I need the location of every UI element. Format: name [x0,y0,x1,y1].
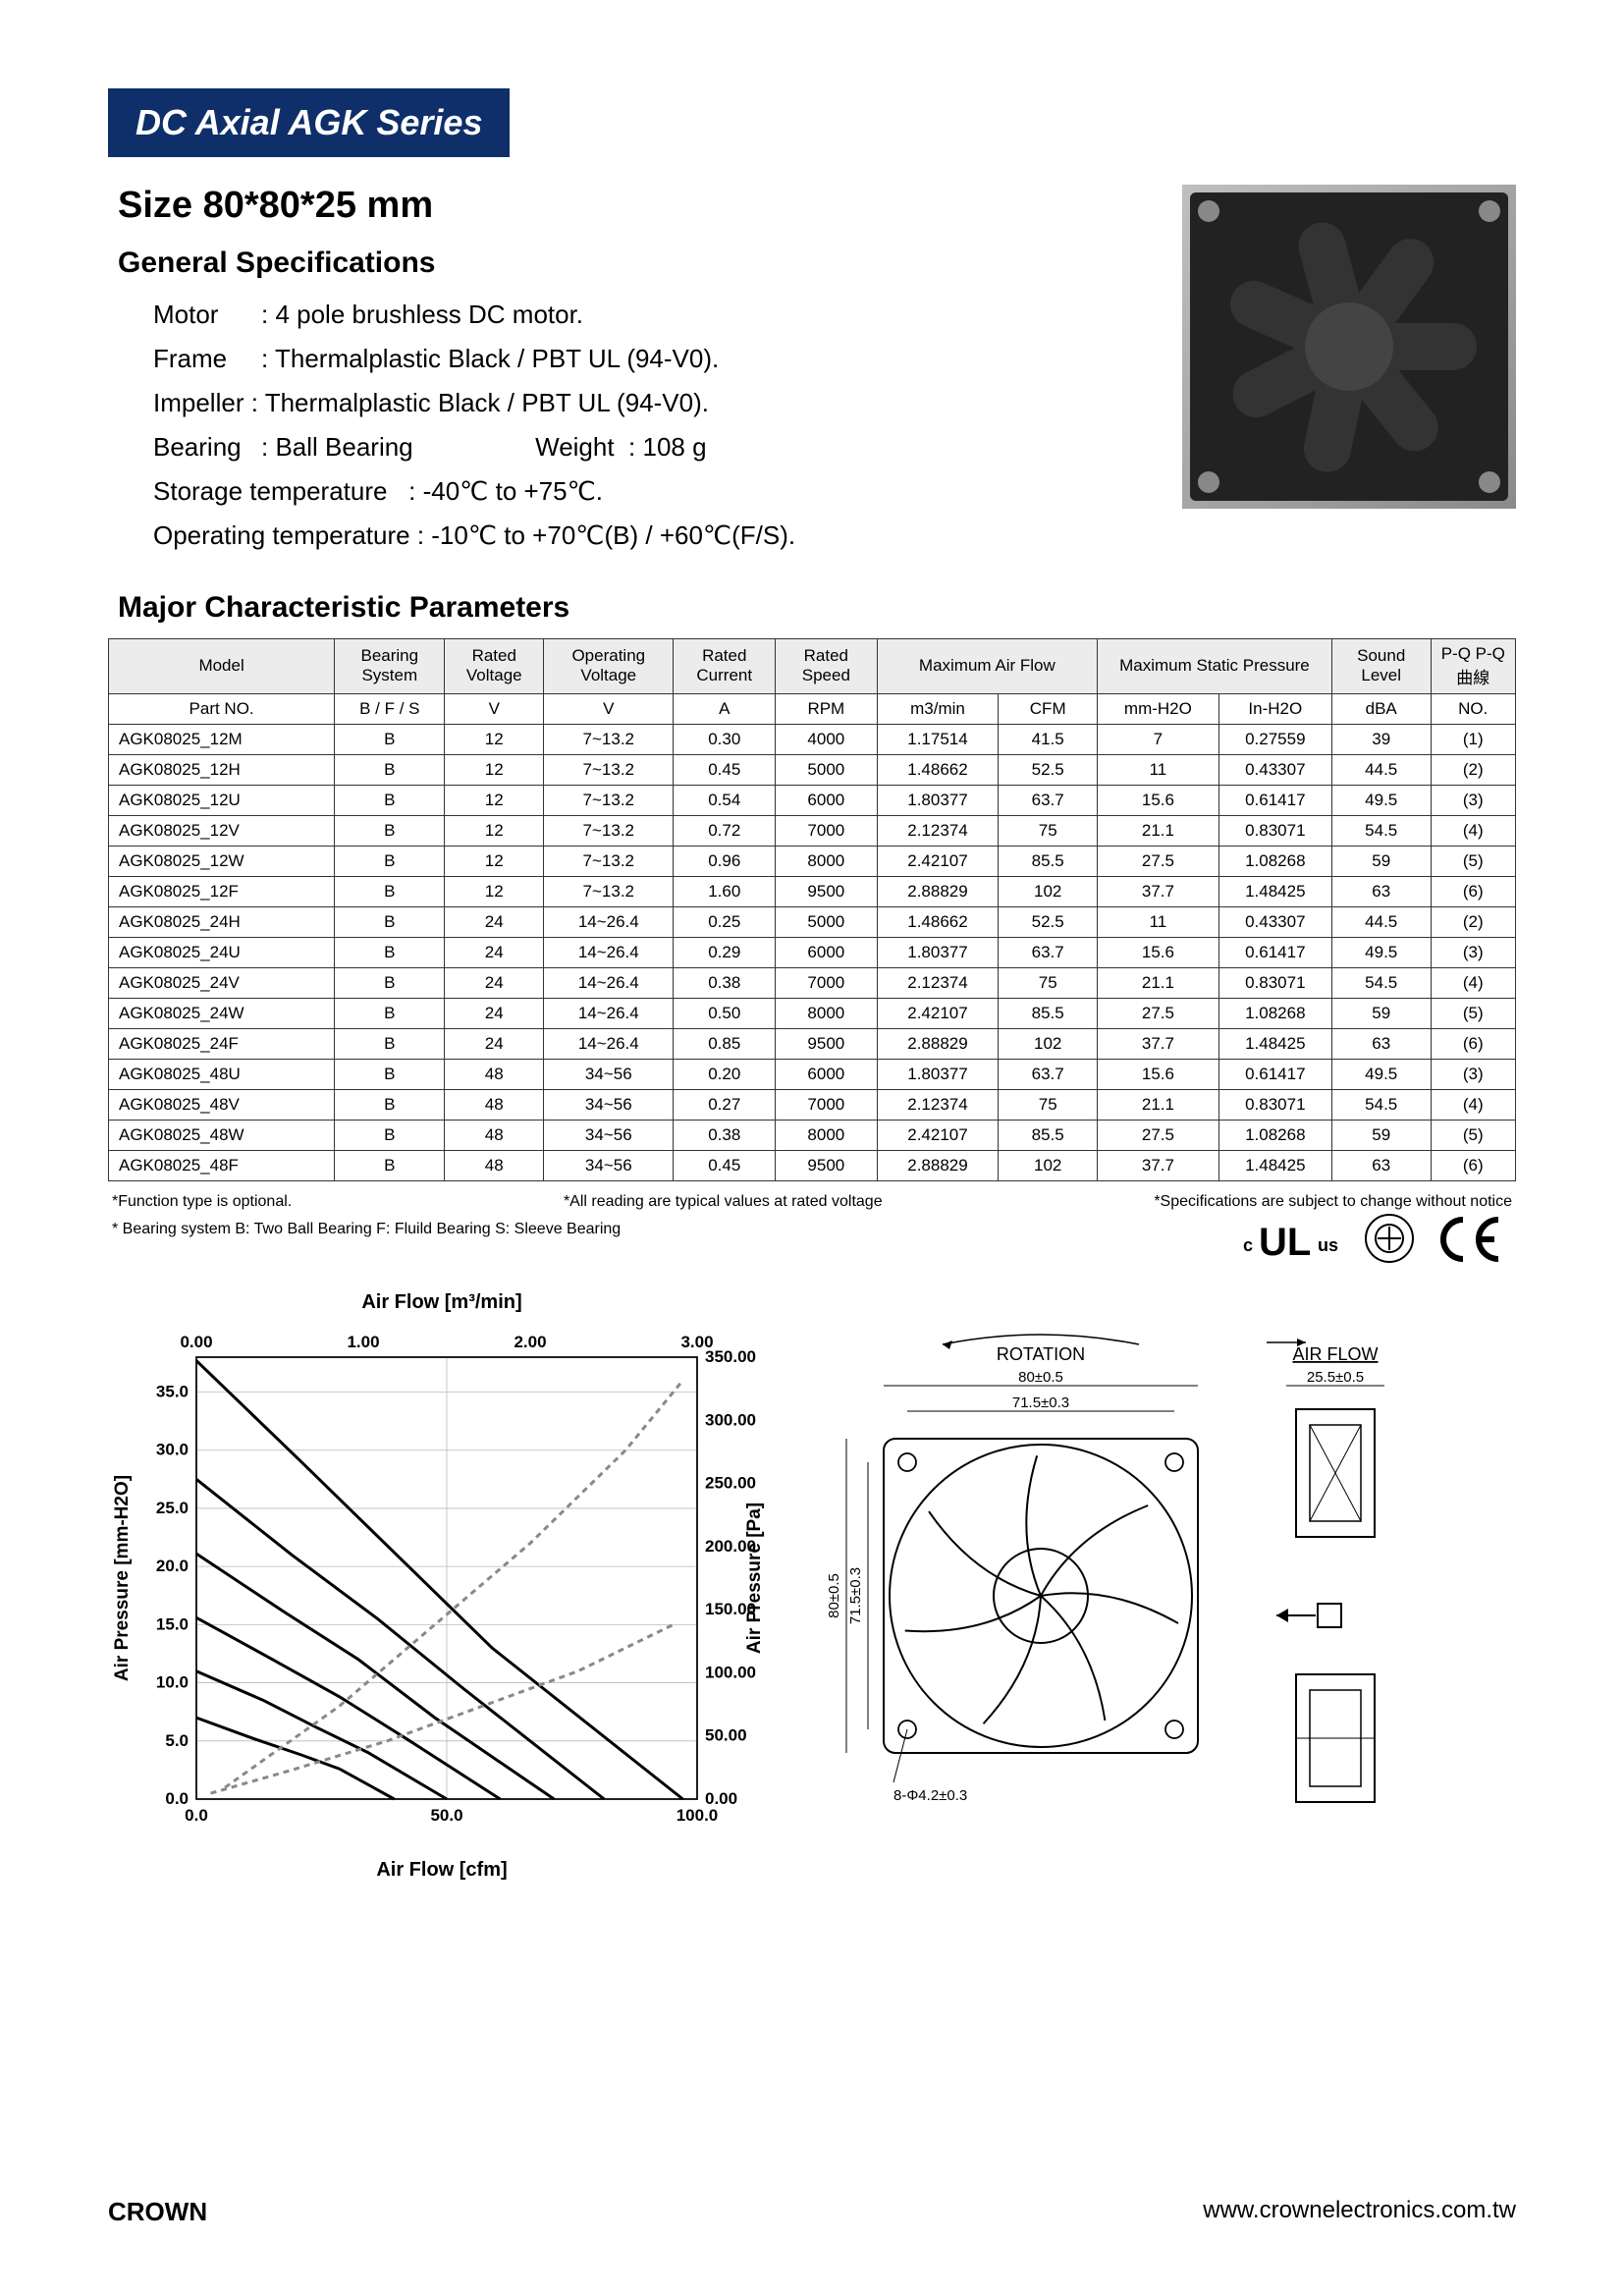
svg-text:2.00: 2.00 [514,1333,546,1351]
product-photo [1182,185,1516,509]
table-row: AGK08025_24UB2414~26.40.2960001.8037763.… [109,937,1516,967]
svg-text:250.00: 250.00 [705,1473,756,1492]
svg-text:5.0: 5.0 [165,1730,189,1749]
svg-text:Air Pressure [mm-H2O]: Air Pressure [mm-H2O] [112,1475,133,1681]
chart-bottom-title: Air Flow [cfm] [108,1859,776,1882]
svg-text:8-Φ4.2±0.3: 8-Φ4.2±0.3 [893,1787,967,1804]
spec-bearing: Bearing: Ball Bearing Weight : 108 g [153,430,1163,465]
general-heading: General Specifications [118,246,1163,280]
th2-9: In-H2O [1218,693,1331,724]
svg-text:100.00: 100.00 [705,1663,756,1681]
parameters-table: ModelBearing SystemRated VoltageOperatin… [108,638,1516,1181]
th-7: Maximum Static Pressure [1098,638,1332,693]
th2-4: A [674,693,776,724]
table-row: AGK08025_12VB127~13.20.7270002.123747521… [109,815,1516,846]
th2-8: mm-H2O [1098,693,1219,724]
table-row: AGK08025_24HB2414~26.40.2550001.4866252.… [109,906,1516,937]
th-5: Rated Speed [776,638,878,693]
th2-2: V [445,693,544,724]
note-3: *Specifications are subject to change wi… [1154,1193,1512,1211]
th2-11: NO. [1431,693,1515,724]
svg-text:1.00: 1.00 [347,1333,379,1351]
table-row: AGK08025_48WB4834~560.3880002.4210785.52… [109,1120,1516,1150]
table-row: AGK08025_12HB127~13.20.4550001.4866252.5… [109,754,1516,785]
pq-chart: Air Flow [m³/min] 0.0 5.0 10.0 15.0 20.0 25.0… [108,1291,776,1882]
spec-impeller: Impeller : Thermalplastic Black / PBT UL… [153,386,1163,420]
chart-top-title: Air Flow [m³/min] [108,1291,776,1314]
svg-text:0.00: 0.00 [180,1333,212,1351]
th-3: Operating Voltage [544,638,674,693]
svg-text:3.00: 3.00 [680,1333,713,1351]
table-row: AGK08025_48FB4834~560.4595002.8882910237… [109,1150,1516,1180]
svg-text:35.0: 35.0 [156,1382,189,1400]
svg-text:25.5±0.5: 25.5±0.5 [1307,1369,1364,1386]
th2-1: B / F / S [335,693,445,724]
notes-row: *Function type is optional. *All reading… [108,1193,1516,1211]
th-6: Maximum Air Flow [877,638,1097,693]
svg-text:300.00: 300.00 [705,1410,756,1429]
ce-icon [1437,1212,1506,1265]
table-row: AGK08025_12FB127~13.21.6095002.888291023… [109,876,1516,906]
th-1: Bearing System [335,638,445,693]
table-row: AGK08025_24VB2414~26.40.3870002.12374752… [109,967,1516,998]
svg-text:30.0: 30.0 [156,1440,189,1458]
th-4: Rated Current [674,638,776,693]
svg-text:80±0.5: 80±0.5 [1018,1369,1063,1386]
th-0: Model [109,638,335,693]
title-banner: DC Axial AGK Series [108,88,510,157]
svg-text:71.5±0.3: 71.5±0.3 [847,1566,864,1623]
svg-text:us: us [1318,1235,1338,1255]
svg-text:c: c [1243,1235,1253,1255]
th2-0: Part NO. [109,693,335,724]
note-1: *Function type is optional. [112,1193,292,1211]
table-row: AGK08025_12UB127~13.20.5460001.8037763.7… [109,785,1516,815]
th2-6: m3/min [877,693,999,724]
spec-motor: Motor: 4 pole brushless DC motor. [153,298,1163,332]
spec-storage: Storage temperature : -40℃ to +75℃. [153,474,1163,509]
th2-3: V [544,693,674,724]
brand-footer: CROWN [108,2197,207,2227]
th2-10: dBA [1331,693,1431,724]
spec-operating: Operating temperature : -10℃ to +70℃(B) … [153,519,1163,553]
size-title: Size 80*80*25 mm [118,185,1163,227]
ul-icon: c UL us [1243,1214,1341,1263]
mechanical-diagram: ROTATION 80±0.5 71.5±0.3 80±0.5 71.5±0.3 8-Φ4… [805,1321,1516,1882]
th-8: Sound Level [1331,638,1431,693]
url-footer: www.crownelectronics.com.tw [1203,2197,1516,2227]
table-row: AGK08025_12WB127~13.20.9680002.4210785.5… [109,846,1516,876]
svg-text:10.0: 10.0 [156,1672,189,1691]
svg-text:UL: UL [1259,1221,1311,1263]
svg-text:50.0: 50.0 [430,1806,462,1825]
th-2: Rated Voltage [445,638,544,693]
svg-text:71.5±0.3: 71.5±0.3 [1012,1394,1069,1411]
svg-text:25.0: 25.0 [156,1499,189,1517]
svg-text:AIR FLOW: AIR FLOW [1292,1344,1378,1364]
table-row: AGK08025_24FB2414~26.40.8595002.88829102… [109,1028,1516,1059]
svg-text:20.0: 20.0 [156,1557,189,1575]
th2-7: CFM [999,693,1098,724]
th-9: P-Q P-Q曲線 [1431,638,1515,693]
table-row: AGK08025_48UB4834~560.2060001.8037763.71… [109,1059,1516,1089]
svg-text:ROTATION: ROTATION [997,1344,1085,1364]
major-heading: Major Characteristic Parameters [118,591,1516,625]
table-row: AGK08025_24WB2414~26.40.5080002.4210785.… [109,998,1516,1028]
spec-frame: Frame: Thermalplastic Black / PBT UL (94… [153,342,1163,376]
th2-5: RPM [776,693,878,724]
svg-text:80±0.5: 80±0.5 [826,1573,842,1618]
svg-text:0.0: 0.0 [185,1806,208,1825]
table-row: AGK08025_48VB4834~560.2770002.123747521.… [109,1089,1516,1120]
svg-text:15.0: 15.0 [156,1614,189,1633]
cert-row: c UL us [108,1211,1516,1266]
svg-text:Air Pressure [Pa]: Air Pressure [Pa] [744,1502,765,1653]
svg-text:50.00: 50.00 [705,1725,747,1744]
tuv-icon [1363,1212,1416,1265]
svg-text:100.0: 100.0 [677,1806,719,1825]
note-2: *All reading are typical values at rated… [564,1193,883,1211]
table-row: AGK08025_12MB127~13.20.3040001.1751441.5… [109,724,1516,754]
